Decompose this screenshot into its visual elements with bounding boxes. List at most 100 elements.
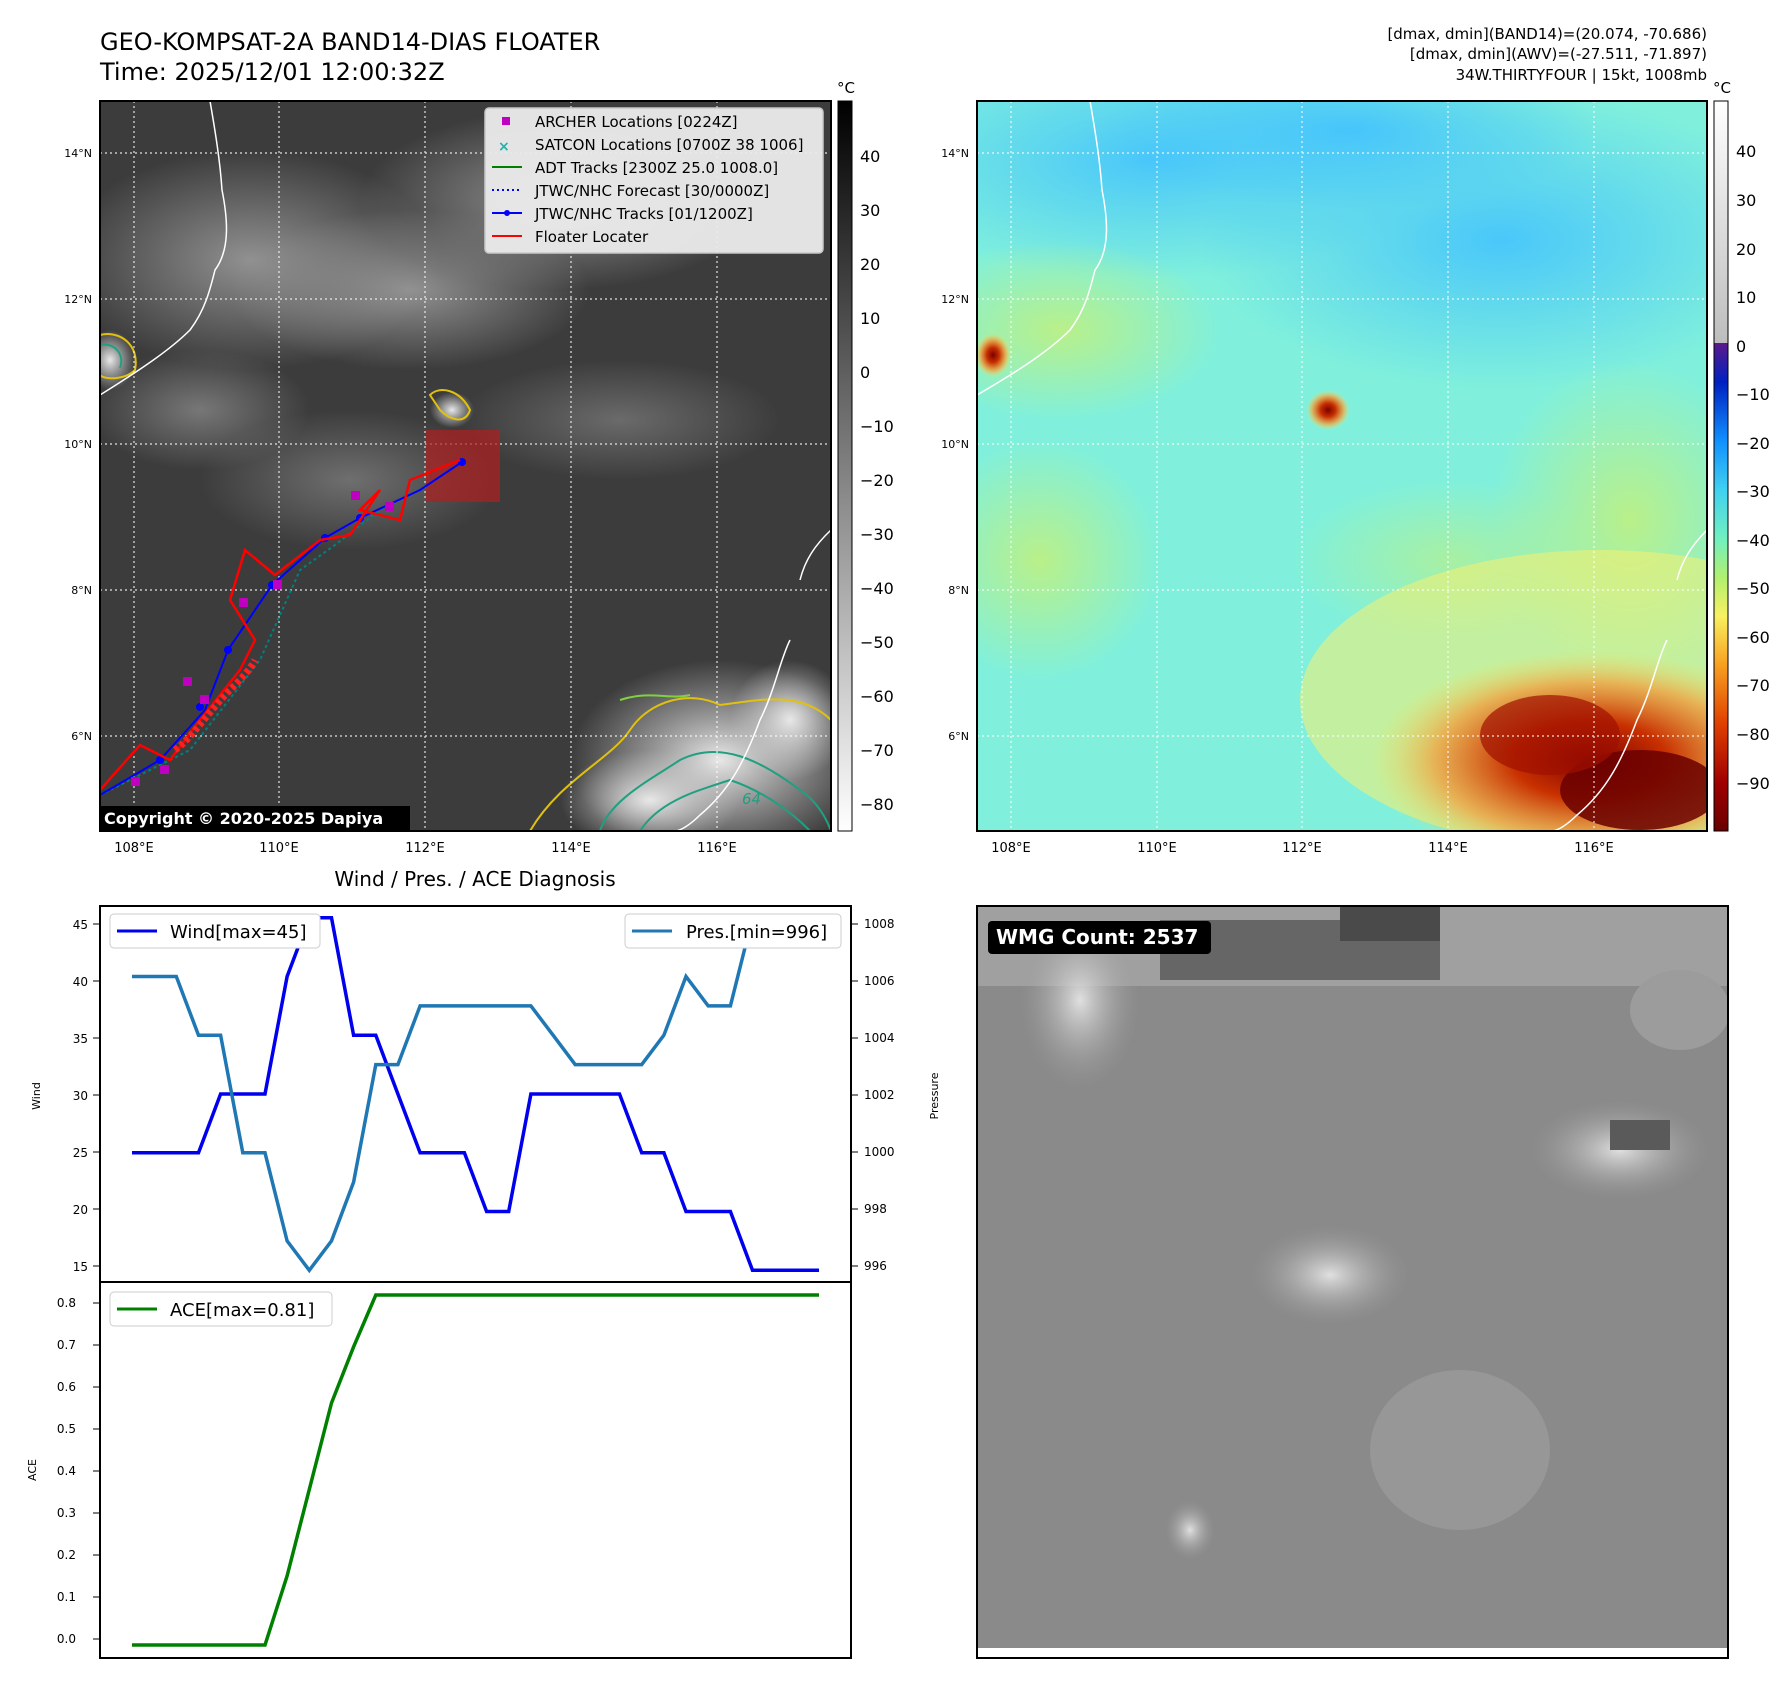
ace-tick: 0.2 xyxy=(57,1548,76,1562)
ir-map-lat-ticks: 14°N 12°N 10°N 8°N 6°N xyxy=(64,147,92,743)
lat-tick: 10°N xyxy=(941,438,969,451)
legend-tracks: JTWC/NHC Tracks [01/1200Z] xyxy=(534,205,753,223)
pressure-line xyxy=(132,915,819,1274)
wind-tick: 40 xyxy=(73,975,88,989)
lon-tick: 116°E xyxy=(1574,841,1614,856)
lat-tick: 6°N xyxy=(71,730,92,743)
lat-tick: 12°N xyxy=(64,293,92,306)
cb-tick: −30 xyxy=(1736,482,1770,501)
cb-tick: −10 xyxy=(1736,385,1770,404)
lat-tick: 10°N xyxy=(64,438,92,451)
wind-legend: Wind[max=45] xyxy=(170,922,307,943)
ace-legend: ACE[max=0.81] xyxy=(170,1300,314,1321)
legend-archer: ARCHER Locations [0224Z] xyxy=(535,113,738,131)
cb-tick: −80 xyxy=(860,795,894,814)
legend-x-marker: × xyxy=(498,139,510,155)
wind-tick: 30 xyxy=(73,1089,88,1103)
colorbar-unit: °C xyxy=(1713,79,1731,97)
colorbar-unit: °C xyxy=(837,79,855,97)
lon-tick: 112°E xyxy=(405,841,445,856)
title-line-2: Time: 2025/12/01 12:00:32Z xyxy=(99,58,445,86)
wind-tick: 25 xyxy=(73,1146,88,1160)
cb-tick: 30 xyxy=(860,201,880,220)
ace-y-ticks: 0.8 0.7 0.6 0.5 0.4 0.3 0.2 0.1 0.0 xyxy=(57,1296,76,1646)
lon-tick: 110°E xyxy=(1137,841,1177,856)
awv-colorbar: °C 40 30 20 10 0 −10 −20 −30 −40 −50 −60… xyxy=(1713,79,1770,832)
cb-tick: 0 xyxy=(860,363,870,382)
cb-tick: 20 xyxy=(860,255,880,274)
awv-map-panel xyxy=(976,100,1708,832)
wind-axis-label: Wind xyxy=(30,1082,43,1110)
cb-tick: −40 xyxy=(860,579,894,598)
ir-colorbar: °C 40 30 20 10 0 −10 −20 −30 −40 −50 −60… xyxy=(837,79,894,832)
pres-tick: 1004 xyxy=(864,1031,895,1045)
cb-tick: 40 xyxy=(860,147,880,166)
lat-tick: 8°N xyxy=(948,584,969,597)
lon-tick: 110°E xyxy=(259,841,299,856)
lon-tick: 114°E xyxy=(1428,841,1468,856)
ace-tick: 0.8 xyxy=(57,1296,76,1310)
wind-y-ticks: 45 40 35 30 25 20 15 xyxy=(73,918,88,1274)
cb-tick: −70 xyxy=(1736,676,1770,695)
cb-tick: −20 xyxy=(1736,434,1770,453)
lon-tick: 116°E xyxy=(697,841,737,856)
map-legend: × ARCHER Locations [0224Z] SATCON Locati… xyxy=(484,107,824,254)
cb-tick: −50 xyxy=(1736,579,1770,598)
pres-axis-label: Pressure xyxy=(928,1072,941,1119)
wind-pres-panel: 45 40 35 30 25 20 15 1008 1006 1004 1002… xyxy=(30,905,941,1283)
legend-forecast: JTWC/NHC Forecast [30/0000Z] xyxy=(534,182,769,200)
lat-tick: 8°N xyxy=(71,584,92,597)
ace-tick: 0.6 xyxy=(57,1380,76,1394)
cb-tick: −70 xyxy=(860,741,894,760)
wmg-panel: WMG Count: 2537 xyxy=(976,905,1729,1659)
legend-satcon: SATCON Locations [0700Z 38 1006] xyxy=(535,136,803,154)
cb-tick: 30 xyxy=(1736,191,1756,210)
pres-y-ticks: 1008 1006 1004 1002 1000 998 996 xyxy=(864,917,895,1273)
wind-tick: 35 xyxy=(73,1032,88,1046)
cb-tick: 10 xyxy=(860,309,880,328)
copyright-text: Copyright © 2020-2025 Dapiya xyxy=(104,809,383,828)
awv-map-lon-ticks: 108°E 110°E 112°E 114°E 116°E xyxy=(991,841,1614,856)
ace-tick: 0.1 xyxy=(57,1590,76,1604)
wind-tick: 20 xyxy=(73,1203,88,1217)
lat-tick: 14°N xyxy=(64,147,92,160)
legend-floater: Floater Locater xyxy=(535,228,649,246)
info-line-3: 34W.THIRTYFOUR | 15kt, 1008mb xyxy=(1456,66,1707,84)
ace-panel: 0.8 0.7 0.6 0.5 0.4 0.3 0.2 0.1 0.0 ACE … xyxy=(26,1281,852,1659)
ace-tick: 0.4 xyxy=(57,1464,76,1478)
cb-tick: 40 xyxy=(1736,142,1756,161)
cb-tick: −30 xyxy=(860,525,894,544)
legend-adt: ADT Tracks [2300Z 25.0 1008.0] xyxy=(535,159,778,177)
wmg-count-label: WMG Count: 2537 xyxy=(996,925,1198,949)
pres-tick: 1008 xyxy=(864,917,895,931)
pres-tick: 1002 xyxy=(864,1088,895,1102)
pres-tick: 1006 xyxy=(864,974,895,988)
cb-tick: −50 xyxy=(860,633,894,652)
cb-tick: −10 xyxy=(860,417,894,436)
ace-tick: 0.3 xyxy=(57,1506,76,1520)
title-line-1: GEO-KOMPSAT-2A BAND14-DIAS FLOATER xyxy=(100,28,600,56)
ir-map-lon-ticks: 108°E 110°E 112°E 114°E 116°E xyxy=(114,841,737,856)
info-line-2: [dmax, dmin](AWV)=(-27.511, -71.897) xyxy=(1410,45,1707,63)
cb-tick: −60 xyxy=(860,687,894,706)
wind-line xyxy=(132,916,819,1273)
cb-tick: 20 xyxy=(1736,240,1756,259)
ace-tick: 0.0 xyxy=(57,1632,76,1646)
pres-tick: 996 xyxy=(864,1259,887,1273)
cb-tick: −20 xyxy=(860,471,894,490)
cb-tick: 10 xyxy=(1736,288,1756,307)
lon-tick: 112°E xyxy=(1282,841,1322,856)
awv-map-lat-ticks: 14°N 12°N 10°N 8°N 6°N xyxy=(941,147,969,743)
cb-tick: −90 xyxy=(1736,774,1770,793)
cb-tick: −60 xyxy=(1736,628,1770,647)
ace-tick: 0.5 xyxy=(57,1422,76,1436)
info-line-1: [dmax, dmin](BAND14)=(20.074, -70.686) xyxy=(1387,25,1707,43)
lat-tick: 12°N xyxy=(941,293,969,306)
ace-axis-label: ACE xyxy=(26,1459,39,1481)
lon-tick: 108°E xyxy=(114,841,154,856)
lon-tick: 108°E xyxy=(991,841,1031,856)
diagnosis-title: Wind / Pres. / ACE Diagnosis xyxy=(334,867,615,891)
ace-tick: 0.7 xyxy=(57,1338,76,1352)
contour-label: 64 xyxy=(742,790,761,808)
lat-tick: 14°N xyxy=(941,147,969,160)
